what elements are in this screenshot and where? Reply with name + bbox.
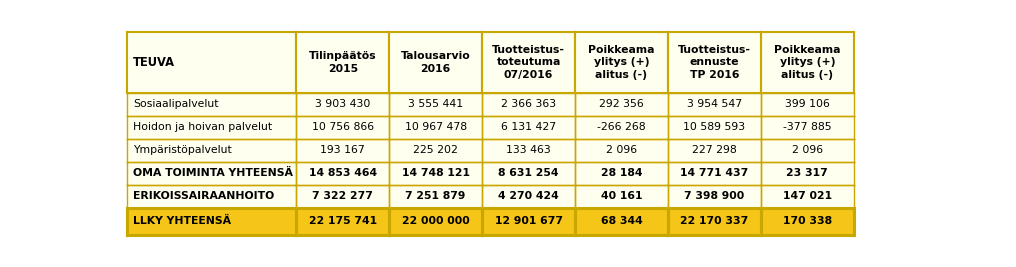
Bar: [127, 93, 297, 116]
Text: 68 344: 68 344: [600, 216, 642, 226]
Text: TEUVA: TEUVA: [133, 56, 176, 69]
Bar: [389, 185, 483, 208]
Bar: [668, 116, 761, 139]
Bar: [668, 185, 761, 208]
Bar: [668, 93, 761, 116]
Text: 6 131 427: 6 131 427: [501, 122, 556, 132]
Bar: [297, 93, 389, 116]
Bar: [668, 208, 761, 234]
Text: 193 167: 193 167: [320, 145, 365, 155]
Text: Tilinpäätös
2015: Tilinpäätös 2015: [309, 51, 377, 74]
Text: 2 366 363: 2 366 363: [501, 99, 556, 109]
Bar: [575, 93, 668, 116]
Bar: [761, 185, 853, 208]
Text: 225 202: 225 202: [414, 145, 458, 155]
Text: 22 175 741: 22 175 741: [309, 216, 377, 226]
Bar: [483, 139, 575, 162]
Text: ERIKOISSAIRAANHOITO: ERIKOISSAIRAANHOITO: [133, 191, 274, 201]
Text: -266 268: -266 268: [597, 122, 646, 132]
Bar: [575, 185, 668, 208]
Bar: [761, 93, 853, 116]
Text: 2 096: 2 096: [606, 145, 637, 155]
Text: 23 317: 23 317: [786, 168, 828, 178]
Bar: [127, 139, 297, 162]
Text: 399 106: 399 106: [785, 99, 830, 109]
Text: LLKY YHTEENSÄ: LLKY YHTEENSÄ: [133, 216, 232, 226]
Bar: [761, 208, 853, 234]
Text: 14 748 121: 14 748 121: [401, 168, 469, 178]
Text: 10 756 866: 10 756 866: [312, 122, 374, 132]
Bar: [389, 93, 483, 116]
Text: 4 270 424: 4 270 424: [498, 191, 559, 201]
Text: 7 251 879: 7 251 879: [405, 191, 466, 201]
Bar: [297, 208, 389, 234]
Text: 2 096: 2 096: [791, 145, 823, 155]
Bar: [575, 116, 668, 139]
Bar: [483, 116, 575, 139]
Text: 170 338: 170 338: [782, 216, 832, 226]
Bar: [761, 32, 853, 93]
Text: 147 021: 147 021: [782, 191, 832, 201]
Bar: [761, 162, 853, 185]
Text: Hoidon ja hoivan palvelut: Hoidon ja hoivan palvelut: [133, 122, 272, 132]
Text: 22 000 000: 22 000 000: [401, 216, 469, 226]
Bar: [483, 32, 575, 93]
Bar: [297, 185, 389, 208]
Text: Poikkeama
ylitys (+)
alitus (-): Poikkeama ylitys (+) alitus (-): [774, 45, 840, 80]
Text: -377 885: -377 885: [783, 122, 832, 132]
Bar: [297, 162, 389, 185]
Text: 292 356: 292 356: [599, 99, 644, 109]
Bar: [127, 32, 297, 93]
Text: 7 398 900: 7 398 900: [684, 191, 745, 201]
Bar: [668, 139, 761, 162]
Bar: [389, 208, 483, 234]
Text: 10 967 478: 10 967 478: [404, 122, 466, 132]
Bar: [297, 139, 389, 162]
Bar: [761, 116, 853, 139]
Bar: [127, 162, 297, 185]
Bar: [483, 162, 575, 185]
Text: Ympäristöpalvelut: Ympäristöpalvelut: [133, 145, 232, 155]
Bar: [575, 32, 668, 93]
Text: Tuotteistus-
ennuste
TP 2016: Tuotteistus- ennuste TP 2016: [678, 45, 751, 80]
Bar: [761, 139, 853, 162]
Text: 22 170 337: 22 170 337: [681, 216, 749, 226]
Bar: [483, 93, 575, 116]
Bar: [297, 32, 389, 93]
Bar: [483, 185, 575, 208]
Bar: [297, 116, 389, 139]
Bar: [575, 162, 668, 185]
Bar: [389, 162, 483, 185]
Bar: [389, 139, 483, 162]
Text: 8 631 254: 8 631 254: [498, 168, 559, 178]
Text: Tuotteistus-
toteutuma
07/2016: Tuotteistus- toteutuma 07/2016: [492, 45, 565, 80]
Text: 14 771 437: 14 771 437: [681, 168, 749, 178]
Text: 14 853 464: 14 853 464: [309, 168, 377, 178]
Bar: [389, 32, 483, 93]
Text: 40 161: 40 161: [600, 191, 642, 201]
Text: 10 589 593: 10 589 593: [684, 122, 746, 132]
Text: Talousarvio
2016: Talousarvio 2016: [400, 51, 470, 74]
Bar: [575, 208, 668, 234]
Bar: [575, 139, 668, 162]
Bar: [668, 162, 761, 185]
Text: 3 903 430: 3 903 430: [315, 99, 371, 109]
Text: Poikkeama
ylitys (+)
alitus (-): Poikkeama ylitys (+) alitus (-): [588, 45, 654, 80]
Bar: [483, 208, 575, 234]
Text: 28 184: 28 184: [600, 168, 642, 178]
Bar: [668, 32, 761, 93]
Text: Sosiaalipalvelut: Sosiaalipalvelut: [133, 99, 218, 109]
Text: 133 463: 133 463: [506, 145, 551, 155]
Text: 227 298: 227 298: [692, 145, 737, 155]
Bar: [127, 116, 297, 139]
Text: 12 901 677: 12 901 677: [495, 216, 563, 226]
Bar: [127, 185, 297, 208]
Bar: [127, 208, 297, 234]
Text: 7 322 277: 7 322 277: [312, 191, 373, 201]
Text: 3 954 547: 3 954 547: [687, 99, 742, 109]
Bar: [389, 116, 483, 139]
Text: OMA TOIMINTA YHTEENSÄ: OMA TOIMINTA YHTEENSÄ: [133, 168, 294, 178]
Text: 3 555 441: 3 555 441: [408, 99, 463, 109]
